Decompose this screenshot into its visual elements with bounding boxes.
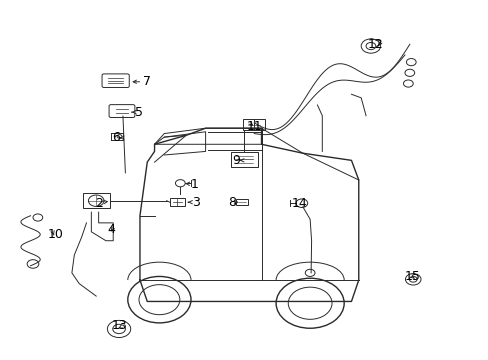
Text: 4: 4 [107, 224, 115, 237]
Bar [231, 152, 257, 167]
Text: 8: 8 [227, 196, 236, 209]
Bar [170, 198, 184, 206]
Text: 9: 9 [231, 154, 239, 167]
Text: 15: 15 [404, 270, 420, 283]
Bar [82, 193, 109, 208]
Text: 5: 5 [135, 105, 143, 119]
Bar [243, 119, 264, 130]
Text: 1: 1 [190, 178, 198, 191]
Text: 7: 7 [143, 75, 151, 88]
Text: 6: 6 [112, 131, 120, 144]
Text: 11: 11 [246, 120, 262, 133]
Text: 10: 10 [48, 229, 63, 242]
Text: 14: 14 [290, 197, 306, 211]
Text: 13: 13 [111, 319, 127, 332]
Text: 3: 3 [191, 195, 200, 209]
Text: 2: 2 [95, 197, 102, 210]
Bar [235, 199, 248, 205]
Text: 12: 12 [366, 38, 382, 51]
